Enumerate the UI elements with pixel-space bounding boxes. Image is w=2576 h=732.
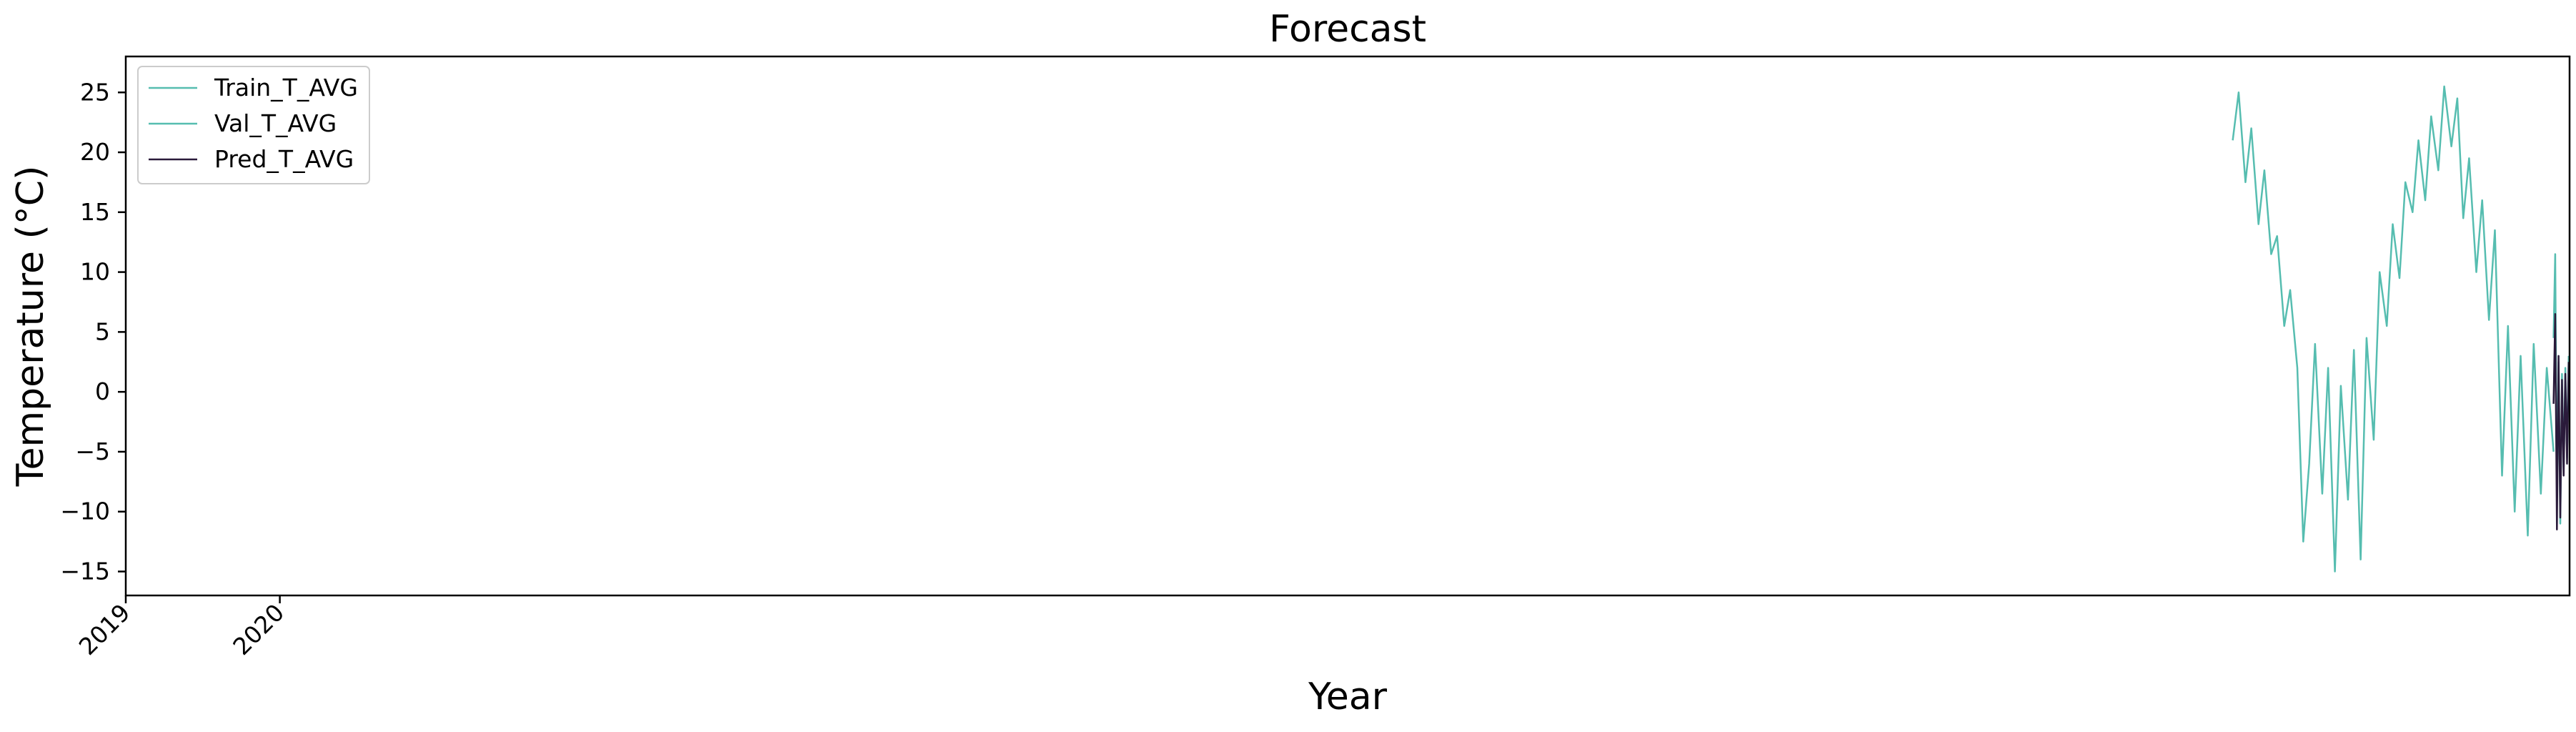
y-tick-label: −15 <box>60 557 110 585</box>
series-line-pred-t-avg <box>2552 312 2570 531</box>
y-tick-label: 25 <box>80 78 110 106</box>
plot-frame <box>124 55 2571 597</box>
y-tick-label: 20 <box>80 138 110 166</box>
y-tick-label: 0 <box>95 377 110 405</box>
y-tick-label: 10 <box>80 258 110 286</box>
y-axis: −15 −10 −5 0 5 10 15 20 25 <box>60 78 126 585</box>
legend-label: Pred_T_AVG <box>214 145 354 173</box>
y-tick-label: −10 <box>60 498 110 525</box>
plot-area <box>2232 85 2570 573</box>
legend: Train_T_AVG Val_T_AVG Pred_T_AVG <box>137 66 370 184</box>
y-axis-label: Temperature (°C) <box>9 166 52 488</box>
x-axis-label: Year <box>1308 676 1388 718</box>
y-tick-label: −5 <box>75 437 110 465</box>
legend-label: Val_T_AVG <box>214 109 337 137</box>
legend-box <box>137 66 370 184</box>
y-tick-label: 5 <box>95 317 110 345</box>
legend-label: Train_T_AVG <box>214 74 358 102</box>
series-line-train-t-avg <box>2232 85 2555 573</box>
chart-title: Forecast <box>1269 8 1426 51</box>
y-tick-label: 15 <box>80 198 110 226</box>
